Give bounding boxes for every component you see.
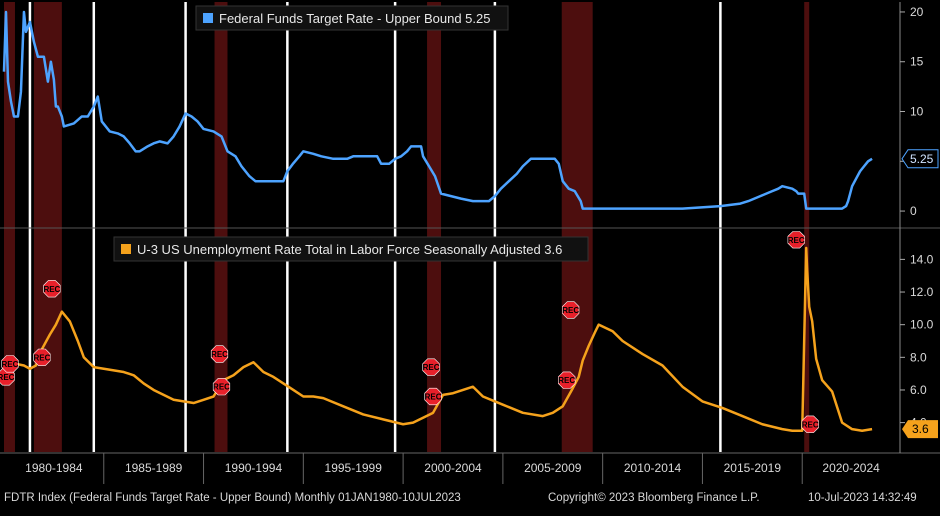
rec-flags: REC REC REC REC REC REC REC REC REC REC REC REC bbox=[0, 231, 819, 433]
rec-flag-label-4: REC bbox=[211, 350, 228, 359]
series-line-0 bbox=[2, 10, 873, 210]
rec-flag-label-8: REC bbox=[562, 306, 579, 315]
rec-flag-label-5: REC bbox=[213, 383, 230, 392]
footer: FDTR Index (Federal Funds Target Rate - … bbox=[0, 486, 940, 516]
rec-flag-label-11: REC bbox=[802, 420, 819, 429]
axes: 051015204.06.08.010.012.014.01980-198419… bbox=[0, 2, 940, 484]
rec-flag-2 bbox=[33, 348, 51, 366]
rec-flag-label-1: REC bbox=[2, 360, 19, 369]
rec-flag-8 bbox=[562, 301, 580, 319]
series-line-1 bbox=[2, 246, 873, 433]
xtick-label-4: 2000-2004 bbox=[424, 461, 482, 475]
recession-band-0 bbox=[3, 2, 15, 452]
xtick-label-6: 2010-2014 bbox=[624, 461, 682, 475]
xtick-label-5: 2005-2009 bbox=[524, 461, 582, 475]
xtick-label-7: 2015-2019 bbox=[724, 461, 782, 475]
rec-flag-9 bbox=[558, 371, 576, 389]
rec-flag-5 bbox=[212, 378, 231, 396]
ytick-label-0-3: 15 bbox=[910, 55, 924, 69]
xtick-label-1: 1985-1989 bbox=[125, 461, 183, 475]
xtick-label-2: 1990-1994 bbox=[225, 461, 283, 475]
footer-left: FDTR Index (Federal Funds Target Rate - … bbox=[4, 492, 461, 504]
rec-flag-1 bbox=[1, 355, 19, 373]
rec-flag-label-6: REC bbox=[423, 363, 440, 372]
chart-canvas: 051015204.06.08.010.012.014.01980-198419… bbox=[0, 0, 940, 486]
rec-flag-7 bbox=[424, 387, 442, 406]
rec-flag-label-3: REC bbox=[43, 285, 60, 294]
bottom-last-value-tag: 3.6 bbox=[902, 420, 938, 439]
ytick-label-0-0: 0 bbox=[910, 204, 917, 218]
rec-flag-6 bbox=[422, 358, 440, 376]
rec-flag-label-0: REC bbox=[0, 373, 15, 382]
ytick-label-1-4: 12.0 bbox=[910, 285, 934, 299]
xtick-label-8: 2020-2024 bbox=[822, 461, 880, 475]
marker-lines bbox=[28, 2, 722, 452]
recession-band-2 bbox=[214, 2, 228, 452]
rec-flag-10 bbox=[787, 231, 805, 249]
ytick-label-1-3: 10.0 bbox=[910, 318, 934, 332]
top-legend-label: Federal Funds Target Rate - Upper Bound … bbox=[219, 11, 490, 26]
bottom-legend-swatch bbox=[121, 244, 131, 254]
xtick-label-0: 1980-1984 bbox=[25, 461, 83, 475]
ytick-label-0-4: 20 bbox=[910, 5, 924, 19]
ytick-label-1-5: 14.0 bbox=[910, 252, 934, 266]
rec-flag-3 bbox=[43, 280, 61, 298]
top-legend: Federal Funds Target Rate - Upper Bound … bbox=[195, 5, 509, 31]
footer-center: Copyright© 2023 Bloomberg Finance L.P. bbox=[548, 492, 760, 504]
top-last-value-tag: 5.25 bbox=[901, 149, 939, 169]
rec-flag-label-7: REC bbox=[425, 393, 442, 402]
series bbox=[2, 10, 873, 433]
ytick-label-1-1: 6.0 bbox=[910, 383, 927, 397]
recession-band-3 bbox=[427, 2, 442, 452]
rec-flag-label-9: REC bbox=[558, 376, 575, 385]
top-last-value: 5.25 bbox=[910, 152, 934, 166]
recession-band-1 bbox=[33, 2, 62, 452]
xtick-label-3: 1995-1999 bbox=[325, 461, 383, 475]
footer-right: 10-Jul-2023 14:32:49 bbox=[808, 492, 917, 504]
rec-flag-label-10: REC bbox=[788, 236, 805, 245]
ytick-label-1-2: 8.0 bbox=[910, 350, 927, 364]
ytick-label-0-2: 10 bbox=[910, 105, 924, 119]
rec-flag-label-2: REC bbox=[33, 353, 50, 362]
top-legend-swatch bbox=[203, 13, 213, 23]
bottom-legend: U-3 US Unemployment Rate Total in Labor … bbox=[113, 236, 589, 262]
bottom-last-value: 3.6 bbox=[912, 422, 929, 436]
recession-band-5 bbox=[804, 2, 810, 452]
rec-flag-4 bbox=[210, 345, 229, 363]
rec-flag-11 bbox=[801, 415, 819, 433]
bottom-legend-label: U-3 US Unemployment Rate Total in Labor … bbox=[137, 242, 562, 257]
